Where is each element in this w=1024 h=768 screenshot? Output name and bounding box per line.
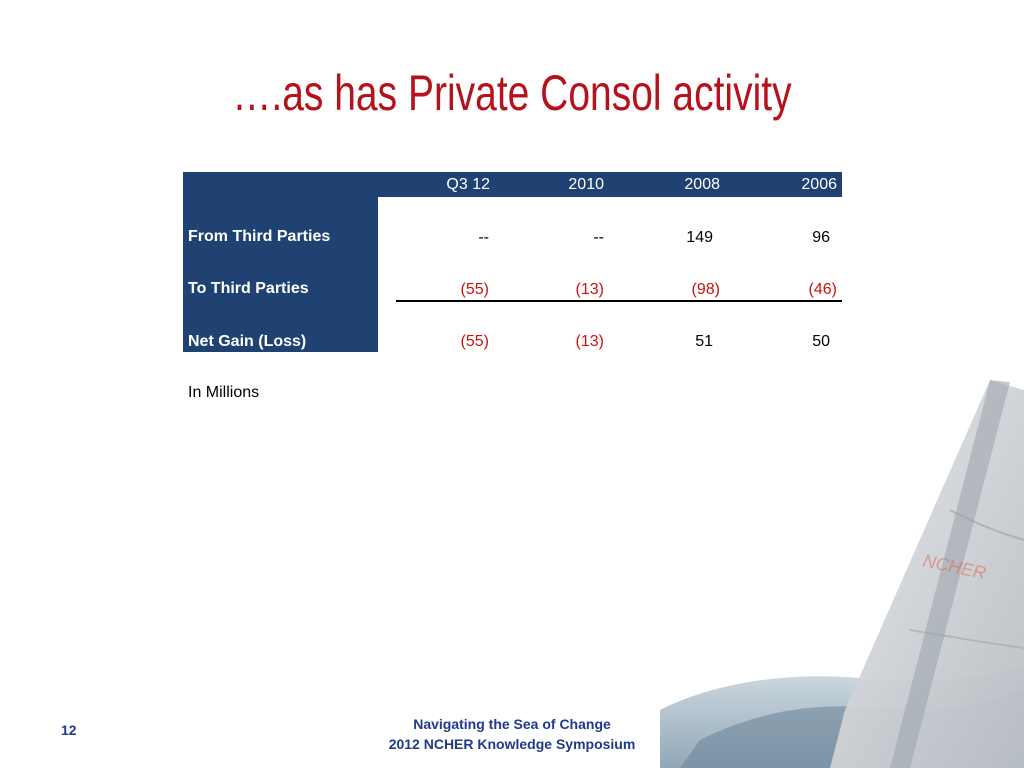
row-label-net-gain-loss: Net Gain (Loss) xyxy=(188,333,307,350)
table-cell: -- xyxy=(593,229,604,246)
units-note: In Millions xyxy=(188,384,260,401)
table-cell: (13) xyxy=(575,281,604,298)
row-label-from-third-parties: From Third Parties xyxy=(188,228,331,245)
sailboat-image: NCHER xyxy=(660,380,1024,768)
table-header-bar xyxy=(183,172,842,197)
row-label-to-third-parties: To Third Parties xyxy=(188,280,309,297)
footer-line-1: Navigating the Sea of Change xyxy=(413,716,611,732)
table-cell: (98) xyxy=(691,281,720,298)
footer-line-2: 2012 NCHER Knowledge Symposium xyxy=(388,736,636,752)
table-cell: (55) xyxy=(460,333,489,350)
row-label-column xyxy=(183,197,378,352)
column-header-2006: 2006 xyxy=(801,176,837,193)
table-cell: 51 xyxy=(695,333,713,350)
slide-title: ….as has Private Consol activity xyxy=(232,65,792,121)
table-cell: 149 xyxy=(686,229,713,246)
table-cell: 96 xyxy=(812,229,830,246)
column-header-2010: 2010 xyxy=(568,176,604,193)
column-header-2008: 2008 xyxy=(684,176,720,193)
total-underline xyxy=(396,300,842,302)
table-cell: (46) xyxy=(808,281,837,298)
table-cell: (55) xyxy=(460,281,489,298)
table-cell: -- xyxy=(478,229,489,246)
table-cell: 50 xyxy=(812,333,830,350)
footer: Navigating the Sea of Change 2012 NCHER … xyxy=(352,714,672,754)
page-number: 12 xyxy=(61,722,77,738)
table-cell: (13) xyxy=(575,333,604,350)
column-header-q3-12: Q3 12 xyxy=(446,176,490,193)
